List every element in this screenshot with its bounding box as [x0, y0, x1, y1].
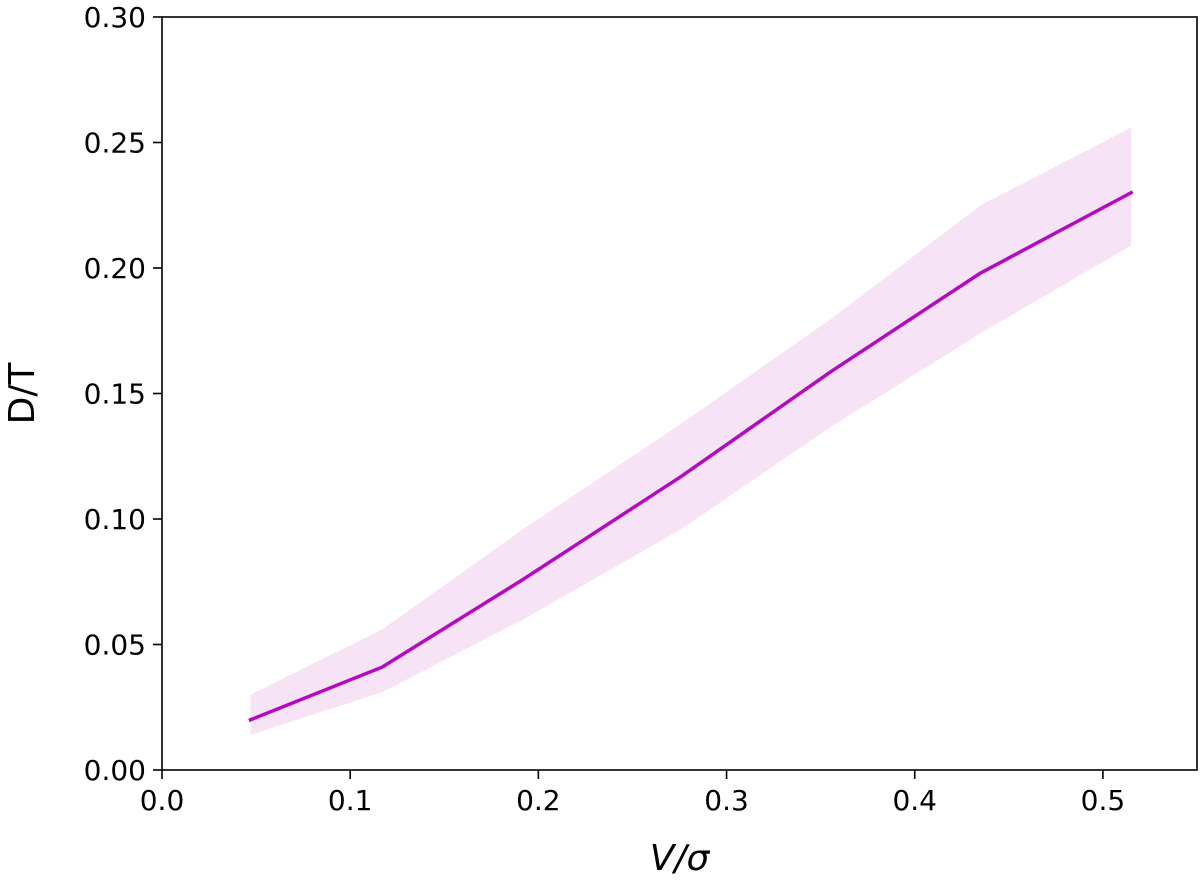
- y-tick-label: 0.05: [84, 629, 146, 662]
- series-line-layer: [248, 190, 1134, 723]
- y-tick-label: 0.10: [84, 503, 146, 536]
- y-tick-label: 0.30: [84, 1, 146, 34]
- x-tick-label: 0.3: [704, 784, 749, 817]
- plot-frame: [161, 16, 1198, 771]
- x-tick-label: 0.0: [140, 784, 185, 817]
- x-tick-label: 0.5: [1081, 784, 1126, 817]
- x-axis-ticks: 0.0 0.1 0.2 0.3 0.4 0.5: [140, 770, 1125, 817]
- y-tick-label: 0.20: [84, 252, 146, 285]
- y-axis-label: D/T: [2, 362, 43, 425]
- confidence-band: [250, 127, 1132, 735]
- y-tick-label: 0.15: [84, 378, 146, 411]
- x-tick-label: 0.4: [892, 784, 937, 817]
- y-axis-ticks: 0.00 0.05 0.10 0.15 0.20 0.25 0.30: [84, 1, 162, 787]
- y-tick-label: 0.25: [84, 127, 146, 160]
- x-tick-label: 0.2: [516, 784, 561, 817]
- x-axis-label: V/σ: [650, 838, 711, 879]
- confidence-band-layer: [250, 127, 1132, 735]
- y-tick-label: 0.00: [84, 754, 146, 787]
- x-tick-label: 0.1: [328, 784, 373, 817]
